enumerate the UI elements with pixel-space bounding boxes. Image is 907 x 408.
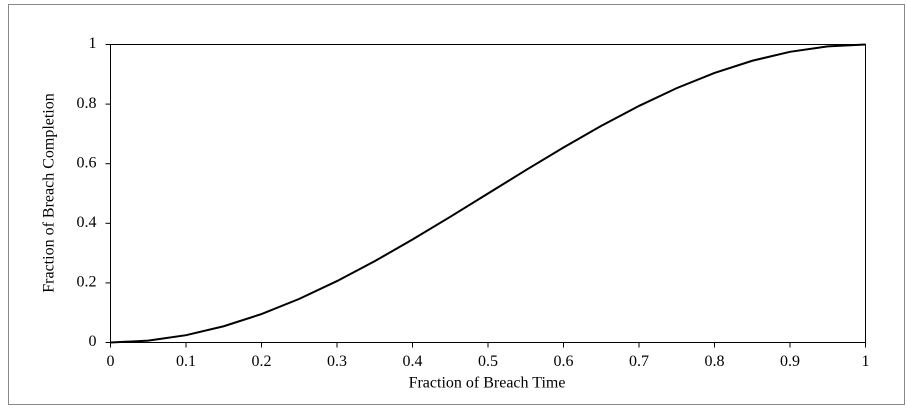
x-tick-label: 0 — [107, 353, 115, 370]
y-tick-label: 0.2 — [77, 274, 97, 291]
y-tick-label: 0 — [89, 333, 97, 350]
x-tick-label: 0.8 — [705, 353, 725, 370]
x-axis-title: Fraction of Breach Time — [409, 375, 566, 392]
x-tick-label: 1 — [862, 353, 870, 370]
x-tick-label: 0.9 — [780, 353, 800, 370]
data-line — [110, 43, 866, 344]
x-tick-label: 0.6 — [554, 353, 574, 370]
y-tick-label: 1 — [89, 35, 97, 52]
y-tick-label: 0.6 — [77, 154, 97, 171]
x-tick-label: 0.7 — [629, 353, 649, 370]
y-axis-title: Fraction of Breach Completion — [41, 93, 58, 293]
chart-frame — [8, 4, 905, 405]
y-tick-label: 0.8 — [77, 95, 97, 112]
x-tick-label: 0.3 — [327, 353, 347, 370]
x-tick-label: 0.2 — [252, 353, 272, 370]
y-tick-label: 0.4 — [77, 214, 97, 231]
x-tick-label: 0.1 — [176, 353, 196, 370]
x-tick-label: 0.4 — [403, 353, 423, 370]
x-tick-label: 0.5 — [478, 353, 498, 370]
